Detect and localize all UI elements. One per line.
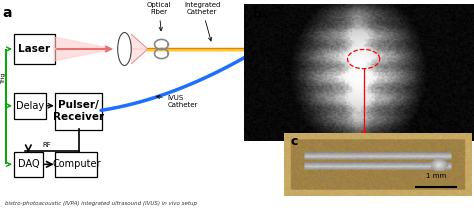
FancyBboxPatch shape (55, 151, 97, 177)
Text: c: c (290, 135, 297, 148)
Text: IVUS
Catheter: IVUS Catheter (156, 95, 198, 108)
Text: b: b (253, 8, 262, 21)
Text: a: a (2, 6, 12, 20)
Polygon shape (54, 37, 113, 49)
FancyBboxPatch shape (14, 34, 55, 64)
Ellipse shape (118, 32, 131, 66)
Text: Computer: Computer (52, 159, 100, 169)
Text: 1 mm: 1 mm (426, 173, 446, 179)
Text: RF: RF (43, 142, 51, 148)
Text: Integrated
Catheter: Integrated Catheter (184, 2, 220, 41)
Polygon shape (54, 49, 113, 61)
FancyBboxPatch shape (14, 93, 46, 119)
Text: DAQ: DAQ (18, 159, 39, 169)
Text: Delay: Delay (16, 101, 44, 111)
Text: Trig: Trig (0, 72, 6, 83)
Text: Laser: Laser (18, 44, 51, 54)
Polygon shape (131, 34, 148, 49)
FancyBboxPatch shape (14, 151, 43, 177)
Text: Pulser/
Receiver: Pulser/ Receiver (53, 100, 104, 122)
Text: Optical
Fiber: Optical Fiber (146, 2, 171, 31)
Text: bistro-photoacoustic (IVPA) integrated ultrasound (IVUS) in vivo setup: bistro-photoacoustic (IVPA) integrated u… (5, 201, 197, 206)
FancyBboxPatch shape (55, 93, 102, 130)
Polygon shape (131, 49, 148, 64)
